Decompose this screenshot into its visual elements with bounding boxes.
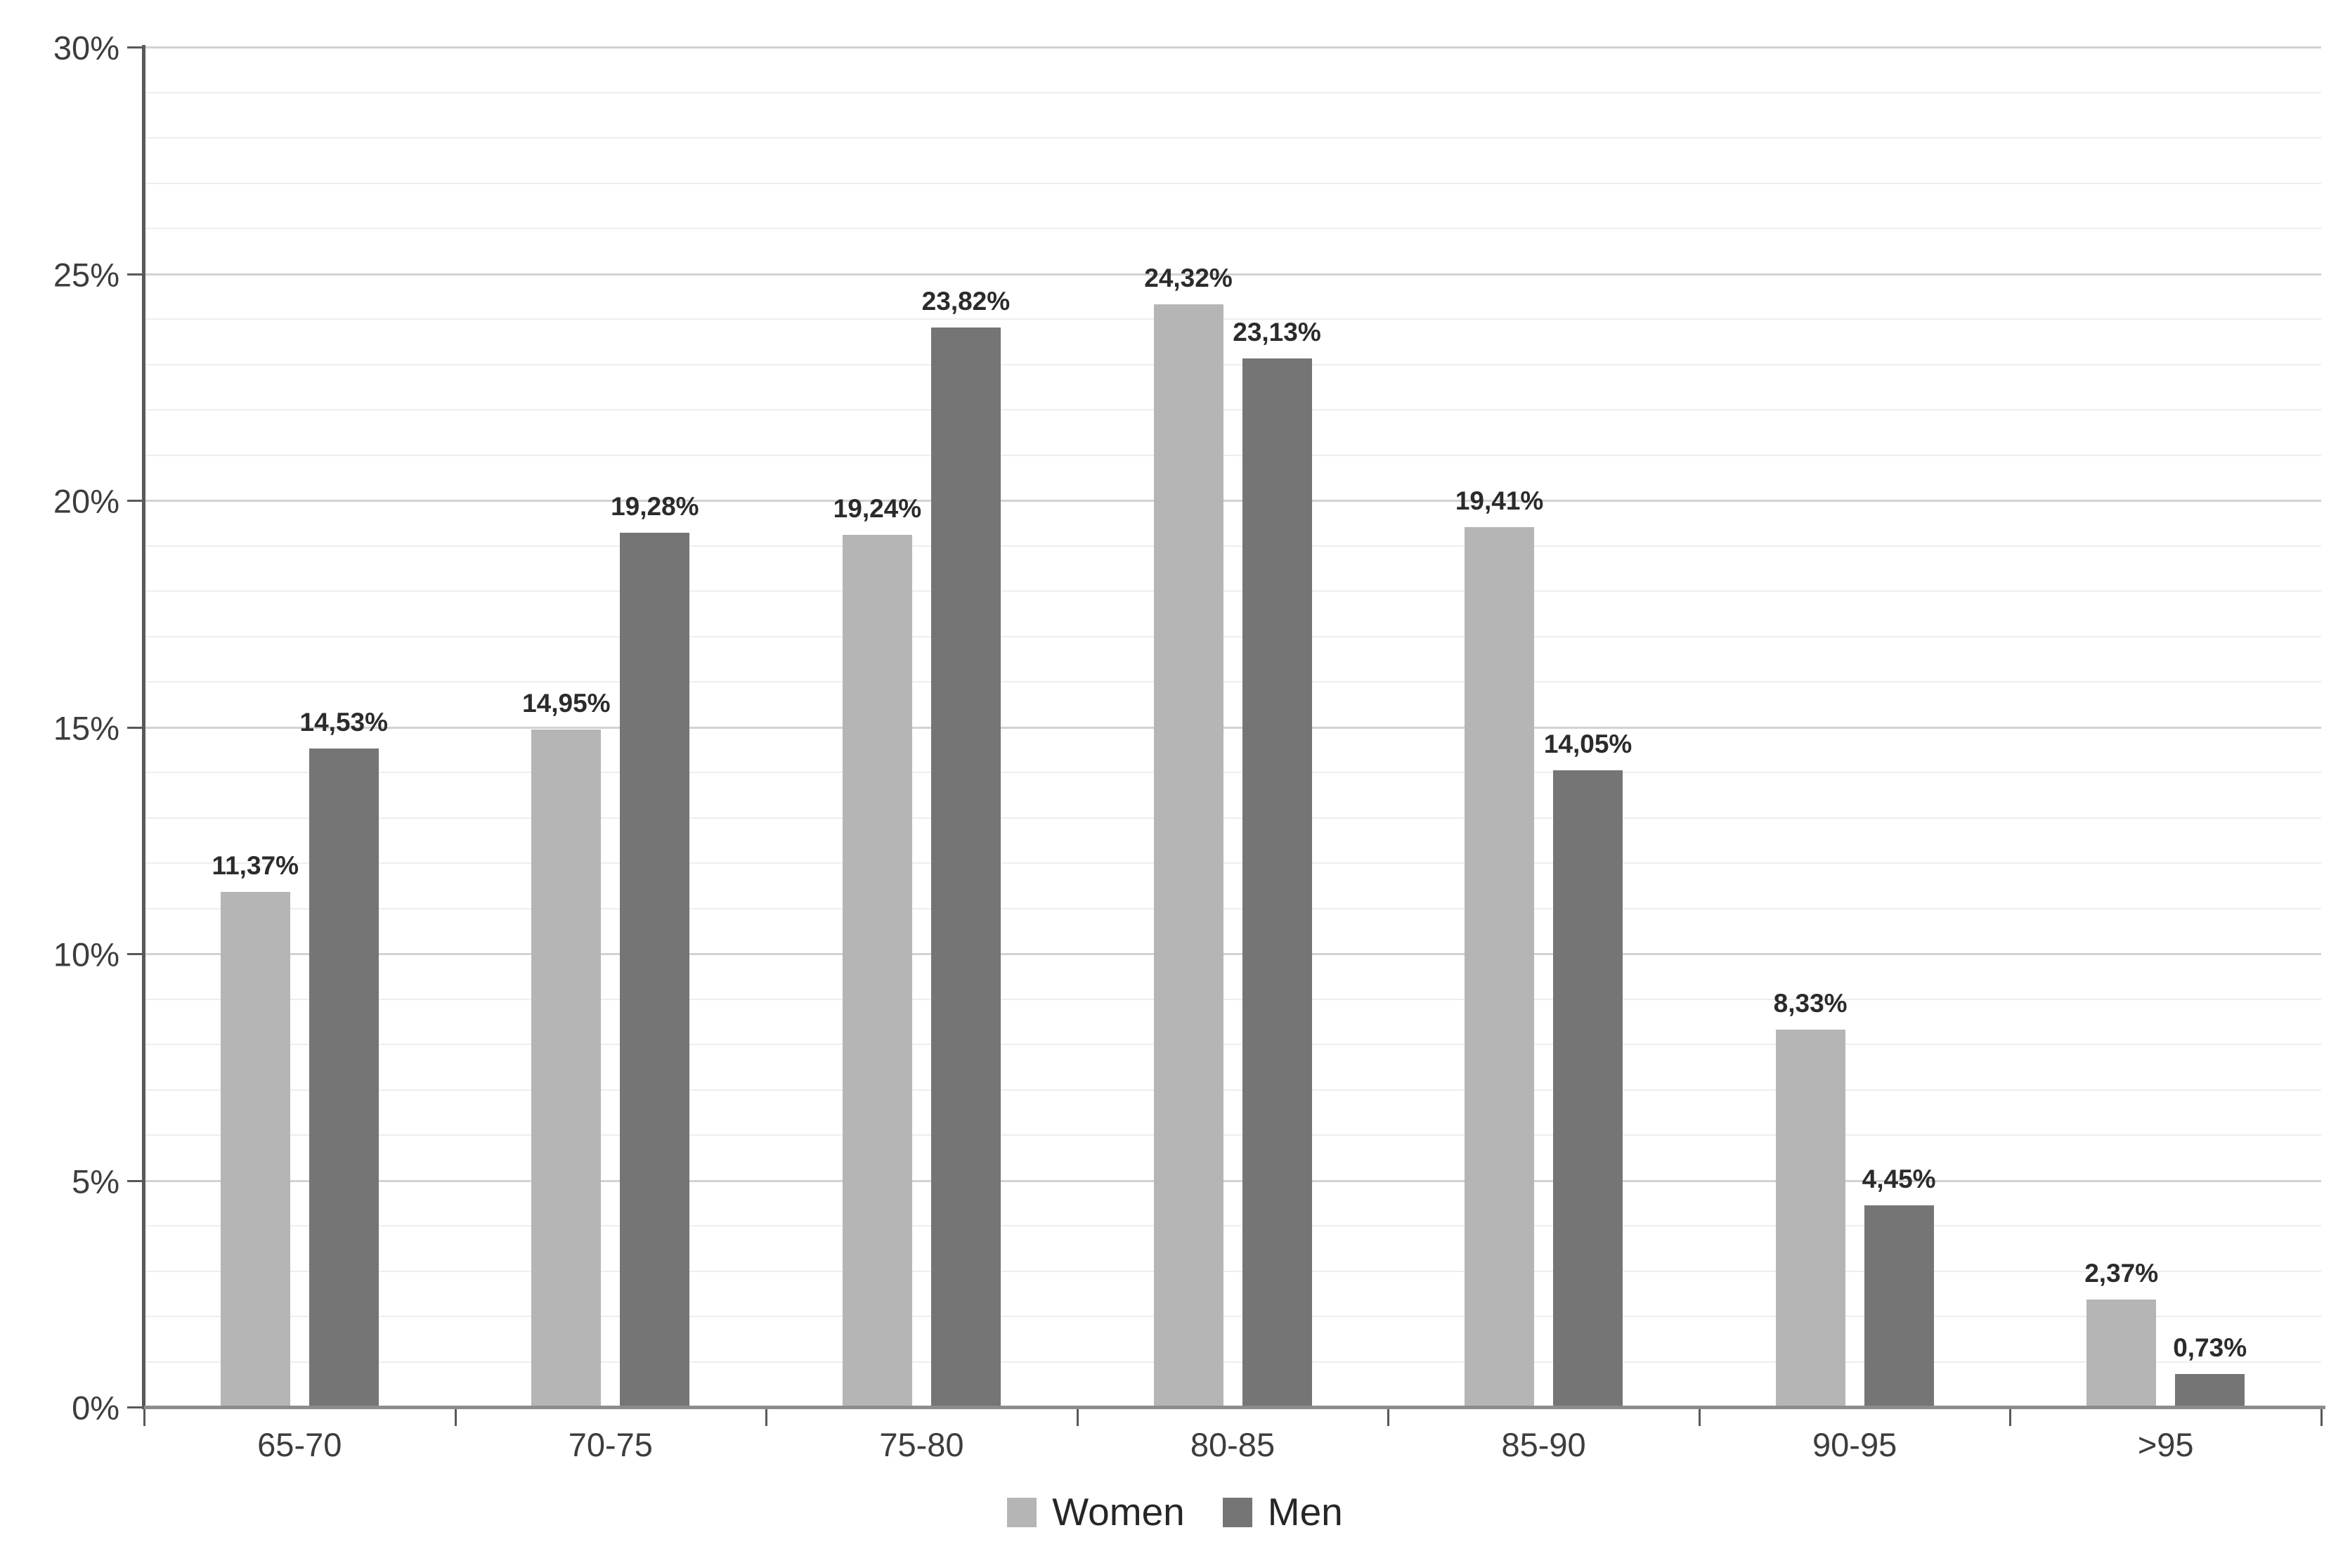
x-category-label: 70-75: [568, 1426, 653, 1463]
bar-men: [1553, 770, 1623, 1407]
legend-label: Women: [1052, 1490, 1185, 1534]
y-tick-label: 30%: [53, 29, 119, 67]
minor-gridline: [144, 907, 2321, 909]
minor-gridline: [144, 817, 2321, 819]
bar-men: [620, 533, 690, 1407]
x-category-label: >95: [2137, 1426, 2194, 1463]
x-category-label: 75-80: [879, 1426, 964, 1463]
bar-women: [1153, 304, 1223, 1407]
minor-gridline: [144, 590, 2321, 592]
y-axis-tick: [127, 1179, 143, 1182]
x-category-label: 85-90: [1501, 1426, 1586, 1463]
bar-women: [1775, 1029, 1845, 1407]
y-axis-tick: [127, 46, 143, 48]
y-tick-label: 20%: [53, 482, 119, 520]
minor-gridline: [144, 1134, 2321, 1136]
minor-gridline: [144, 862, 2321, 864]
bar-value-label: 23,13%: [1233, 318, 1321, 347]
y-tick-label: 25%: [53, 256, 119, 293]
minor-gridline: [144, 1089, 2321, 1091]
bar-value-label: 23,82%: [921, 286, 1011, 316]
plot-area: 11,37% 14,95% 19,24% 24,32% 19,41% 8,33% 2,37%…: [144, 46, 2321, 1407]
y-tick-label: 15%: [53, 709, 119, 746]
minor-gridline: [144, 182, 2321, 184]
minor-gridline: [144, 635, 2321, 637]
bar-men: [2175, 1373, 2245, 1407]
minor-gridline: [144, 1361, 2321, 1363]
major-gridline: [144, 500, 2321, 502]
x-axis-tick: [454, 1409, 457, 1426]
y-axis-tick: [127, 500, 143, 502]
minor-gridline: [144, 1225, 2321, 1226]
bar-men: [1864, 1205, 1934, 1407]
bar-value-label: 14,53%: [299, 707, 389, 737]
bar-value-label: 2,37%: [2084, 1259, 2159, 1288]
bar-value-label: 19,24%: [833, 494, 922, 524]
y-axis-tick: [127, 953, 143, 955]
minor-gridline: [144, 318, 2321, 320]
bar-value-label: 11,37%: [212, 850, 299, 880]
legend: Women Men: [0, 1493, 2350, 1531]
x-axis-tick: [2009, 1409, 2012, 1426]
minor-gridline: [144, 363, 2321, 365]
minor-gridline: [144, 681, 2321, 682]
minor-gridline: [144, 91, 2321, 93]
minor-gridline: [144, 137, 2321, 138]
x-axis-tick: [1387, 1409, 1390, 1426]
bar-women: [1465, 527, 1535, 1407]
major-gridline: [144, 726, 2321, 729]
minor-gridline: [144, 545, 2321, 547]
x-category-label: 90-95: [1812, 1426, 1897, 1463]
x-axis-tick: [1076, 1409, 1079, 1426]
bar-value-label: 19,41%: [1455, 486, 1544, 516]
minor-gridline: [144, 1044, 2321, 1045]
minor-gridline: [144, 1270, 2321, 1272]
x-category-label: 65-70: [257, 1426, 342, 1463]
bar-men: [1242, 358, 1312, 1407]
bar-women: [531, 729, 602, 1407]
bar-value-label: 14,05%: [1543, 729, 1632, 758]
y-axis-line: [142, 45, 145, 1409]
legend-label: Men: [1267, 1490, 1343, 1534]
x-category-label: 80-85: [1190, 1426, 1275, 1463]
bar-value-label: 0,73%: [2173, 1333, 2247, 1362]
x-axis-tick: [2320, 1409, 2323, 1426]
y-tick-label: 0%: [72, 1389, 119, 1427]
bar-men: [309, 748, 379, 1407]
minor-gridline: [144, 409, 2321, 410]
bar-value-label: 14,95%: [522, 688, 611, 718]
minor-gridline: [144, 772, 2321, 773]
minor-gridline: [144, 1316, 2321, 1317]
legend-item-men: Men: [1222, 1490, 1343, 1534]
y-axis-tick: [127, 726, 143, 729]
x-axis-tick: [143, 1409, 145, 1426]
bar-women: [2086, 1300, 2157, 1407]
major-gridline: [144, 46, 2321, 48]
y-axis-tick: [127, 1406, 143, 1408]
major-gridline: [144, 1179, 2321, 1182]
y-tick-label: 10%: [53, 935, 119, 973]
legend-swatch-women: [1007, 1497, 1037, 1527]
bar-value-label: 19,28%: [611, 492, 699, 521]
y-tick-label: 5%: [72, 1162, 119, 1200]
legend-swatch-men: [1222, 1497, 1252, 1527]
bar-women: [842, 535, 912, 1407]
minor-gridline: [144, 998, 2321, 1000]
minor-gridline: [144, 454, 2321, 456]
bar-value-label: 8,33%: [1773, 988, 1848, 1018]
major-gridline: [144, 953, 2321, 955]
major-gridline: [144, 273, 2321, 276]
minor-gridline: [144, 228, 2321, 229]
x-axis-tick: [1698, 1409, 1701, 1426]
bar-value-label: 24,32%: [1144, 264, 1233, 293]
legend-item-women: Women: [1007, 1493, 1185, 1531]
bar-men: [930, 327, 1001, 1407]
x-axis-tick: [765, 1409, 768, 1426]
bar-women: [220, 891, 290, 1407]
bar-value-label: 4,45%: [1862, 1164, 1936, 1193]
x-axis-line: [144, 1406, 2325, 1409]
y-axis-tick: [127, 273, 143, 276]
